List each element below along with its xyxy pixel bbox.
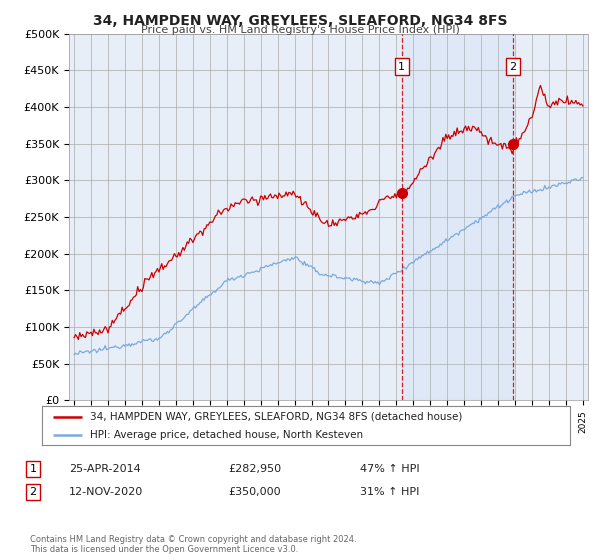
Text: Price paid vs. HM Land Registry's House Price Index (HPI): Price paid vs. HM Land Registry's House … <box>140 25 460 35</box>
Text: £350,000: £350,000 <box>228 487 281 497</box>
Text: 31% ↑ HPI: 31% ↑ HPI <box>360 487 419 497</box>
Text: Contains HM Land Registry data © Crown copyright and database right 2024.
This d: Contains HM Land Registry data © Crown c… <box>30 535 356 554</box>
Text: 12-NOV-2020: 12-NOV-2020 <box>69 487 143 497</box>
Text: 1: 1 <box>398 62 405 72</box>
Text: £282,950: £282,950 <box>228 464 281 474</box>
Text: 1: 1 <box>29 464 37 474</box>
Text: 47% ↑ HPI: 47% ↑ HPI <box>360 464 419 474</box>
Text: 34, HAMPDEN WAY, GREYLEES, SLEAFORD, NG34 8FS (detached house): 34, HAMPDEN WAY, GREYLEES, SLEAFORD, NG3… <box>89 412 462 422</box>
Text: 2: 2 <box>509 62 517 72</box>
Text: 2: 2 <box>29 487 37 497</box>
Text: HPI: Average price, detached house, North Kesteven: HPI: Average price, detached house, Nort… <box>89 430 362 440</box>
Text: 34, HAMPDEN WAY, GREYLEES, SLEAFORD, NG34 8FS: 34, HAMPDEN WAY, GREYLEES, SLEAFORD, NG3… <box>93 14 507 28</box>
Bar <box>402 34 513 400</box>
Text: 25-APR-2014: 25-APR-2014 <box>69 464 141 474</box>
